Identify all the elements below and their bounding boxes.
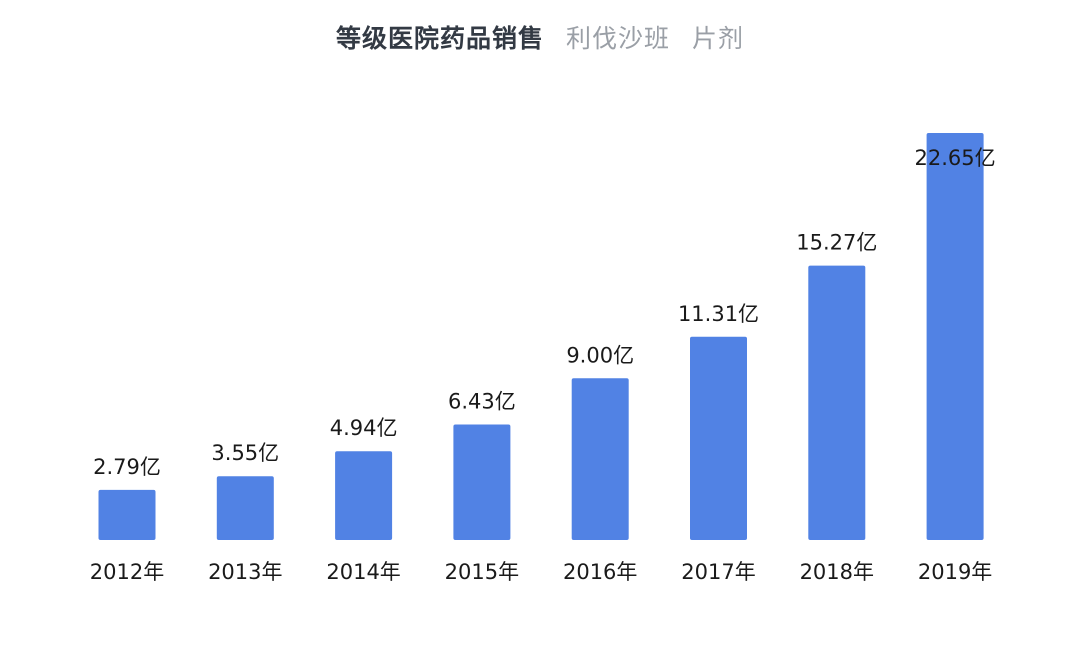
category-label: 2014年 <box>326 560 400 584</box>
bar-2014年 <box>335 451 393 540</box>
category-labels-group: 2012年 2013年 2014年 2015年 2016年 2017年 2018年 2019年 <box>90 560 993 584</box>
value-label: 15.27亿 <box>796 231 877 255</box>
value-label: 3.55亿 <box>211 441 279 465</box>
category-label: 2013年 <box>208 560 282 584</box>
chart-title-bar: 等级医院药品销售 利伐沙班 片剂 <box>0 22 1080 56</box>
bar-2018年 <box>808 265 866 540</box>
chart-title: 等级医院药品销售 <box>335 24 544 53</box>
category-label: 2016年 <box>563 560 637 584</box>
category-label: 2019年 <box>918 560 992 584</box>
value-labels-group: 2.79亿 3.55亿 4.94亿 6.43亿 9.00亿 11.31亿 15.27亿 22.… <box>93 146 996 479</box>
category-label: 2017年 <box>681 560 755 584</box>
bar-2012年 <box>98 489 156 540</box>
value-label: 11.31亿 <box>678 302 759 326</box>
value-label: 9.00亿 <box>566 343 634 367</box>
bar-2015年 <box>453 424 511 540</box>
bar-2016年 <box>571 378 629 540</box>
chart-subtitle-drug: 利伐沙班 <box>565 24 670 53</box>
category-label: 2012年 <box>90 560 164 584</box>
bars-group <box>98 133 984 540</box>
category-label: 2015年 <box>445 560 519 584</box>
chart-subtitle-form: 片剂 <box>692 24 745 53</box>
bar-2019年 <box>926 133 984 540</box>
category-label: 2018年 <box>800 560 874 584</box>
bar-2013年 <box>216 476 274 540</box>
value-label: 4.94亿 <box>330 416 398 440</box>
value-label: 6.43亿 <box>448 390 516 414</box>
bar-2017年 <box>690 336 747 540</box>
value-label: 2.79亿 <box>93 455 161 479</box>
value-label: 22.65亿 <box>915 146 996 170</box>
